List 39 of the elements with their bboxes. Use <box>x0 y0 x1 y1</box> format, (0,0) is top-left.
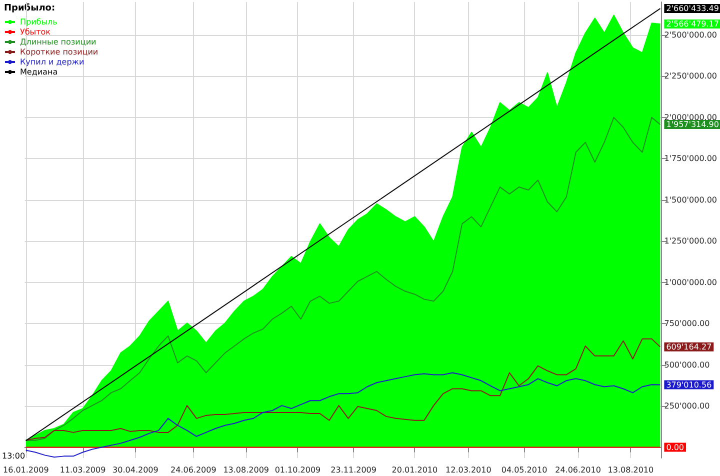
y-tick-label: 1'000'000.00 <box>664 278 717 287</box>
data-label: 379'010.56 <box>666 380 712 390</box>
x-tick-label: 24.06.2010 <box>555 466 601 474</box>
legend-label: Медиана <box>20 68 58 76</box>
x-tick-label: 12.03.2010 <box>446 466 492 474</box>
x-tick-label: 23.11.2009 <box>330 466 376 474</box>
y-tick-label: 2'500'000.00 <box>664 30 717 40</box>
y-tick-label: 2'000'000.00 <box>664 112 717 122</box>
line-series <box>25 372 661 458</box>
y-tick-label: 750'000.00 <box>664 319 710 328</box>
y-tick-label: 2'250'000.00 <box>664 72 717 81</box>
y-tick-label: 1'250'000.00 <box>664 236 717 246</box>
line-series <box>25 338 661 441</box>
x-tick-label: 24.06.2009 <box>170 466 216 474</box>
y-tick-label: 500'000.00 <box>664 360 710 370</box>
data-label: 2'660'433.49 <box>666 4 719 14</box>
x-tick-label: 13.08.2010 <box>608 466 654 474</box>
x-tick-label: 30.04.2009 <box>112 466 158 474</box>
legend-label: Короткие позиции <box>20 48 98 56</box>
data-label: 0.00 <box>666 442 684 452</box>
line-series <box>25 116 661 441</box>
x-tick-label: 04.05.2010 <box>501 466 548 474</box>
legend-label: Длинные позиции <box>20 38 96 46</box>
x-tick-label: 13.08.2009 <box>223 466 270 474</box>
x-tick-label: 11.03.2009 <box>60 466 106 474</box>
text: 13:00 <box>2 452 26 460</box>
legend-label: Прибыль <box>20 18 58 26</box>
x-tick-label: 01.10.2009 <box>274 466 321 474</box>
x-tick-label: 20.01.2010 <box>392 466 438 474</box>
y-tick-label: 1'500'000.00 <box>664 195 717 204</box>
y-tick-label: 1'750'000.00 <box>664 154 717 164</box>
y-tick-label: 250'000.00 <box>664 402 710 411</box>
legend-title: Прибыло: <box>4 2 56 14</box>
data-label: 2'566'479.17 <box>666 20 719 29</box>
x-tick-label: 16.01.2009 <box>2 466 49 474</box>
data-label: 1'957'314.90 <box>666 120 719 129</box>
data-label: 609'164.27 <box>666 342 712 352</box>
legend-label: Купил и держи <box>20 58 84 66</box>
legend-label: Убыток <box>20 28 51 36</box>
